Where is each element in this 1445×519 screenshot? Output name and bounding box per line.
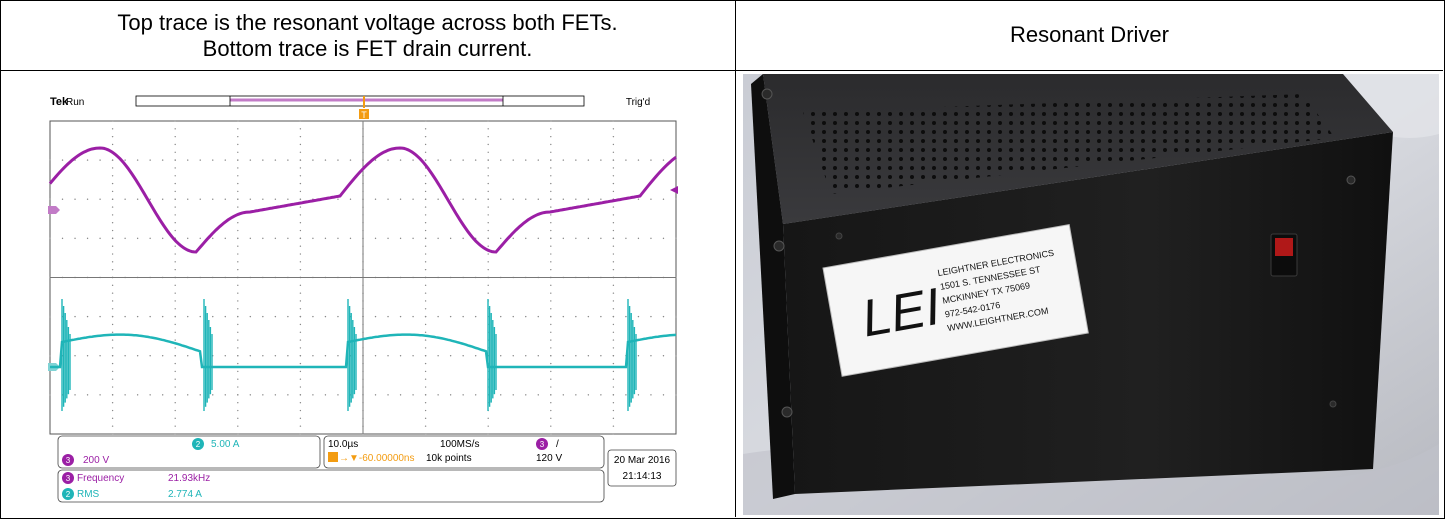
left-caption-line2: Bottom trace is FET drain current. — [202, 36, 533, 61]
ch2-current-trace — [50, 333, 677, 369]
measurement-rms-label: RMS — [77, 489, 100, 500]
svg-text:2: 2 — [66, 490, 71, 499]
sample-rate: 100MS/s — [440, 439, 479, 450]
current-ringing-bursts — [61, 299, 637, 411]
record-length: 10k points — [426, 453, 472, 464]
ch3-scale: 200 V — [83, 455, 109, 466]
box-side — [751, 74, 795, 499]
resonant-driver-photo: LEI LEIGHTNER ELECTRONICS 1501 S. TENNES… — [743, 74, 1439, 515]
right-caption: Resonant Driver — [1010, 22, 1169, 47]
column-divider — [735, 0, 736, 517]
trigger-slope: / — [556, 439, 559, 450]
trigger-marker — [359, 109, 369, 119]
ch3-ground-marker — [48, 206, 60, 214]
manufacturer-label: LEI LEIGHTNER ELECTRONICS 1501 S. TENNES… — [822, 224, 1089, 377]
svg-text:T: T — [361, 110, 367, 120]
svg-text:2: 2 — [196, 440, 201, 449]
scope-run-state: Run — [66, 97, 84, 108]
row-divider — [0, 70, 1443, 71]
oscilloscope-screenshot: Tek Run Trig'd T 2 5.00 A 3 200 V 10.0µs… — [48, 94, 678, 509]
graticule — [49, 120, 677, 435]
timebase: 10.0µs — [328, 439, 358, 450]
channel-scale-panel — [57, 435, 321, 469]
scope-brand: Tek — [50, 96, 69, 108]
svg-text:3: 3 — [540, 440, 545, 449]
label-logo: LEI — [858, 278, 945, 349]
switch-lens — [1275, 238, 1293, 256]
measurement-frequency-value: 21.93kHz — [168, 473, 210, 484]
horizontal-panel — [323, 435, 605, 469]
ch3-voltage-trace — [48, 146, 677, 254]
scope-time: 21:14:13 — [623, 471, 662, 482]
trigger-level: 120 V — [536, 453, 562, 464]
scope-trigger-status: Trig'd — [626, 97, 650, 108]
measurement-panel — [57, 469, 605, 503]
svg-text:3: 3 — [66, 474, 71, 483]
measurement-rms-value: 2.774 A — [168, 489, 202, 500]
datetime-panel — [607, 449, 677, 487]
trigger-level-marker — [670, 186, 678, 194]
scope-date: 20 Mar 2016 — [614, 455, 671, 466]
ch2-scale: 5.00 A — [211, 439, 240, 450]
left-caption: Top trace is the resonant voltage across… — [0, 10, 735, 62]
svg-text:3: 3 — [66, 456, 71, 465]
left-caption-line1: Top trace is the resonant voltage across… — [117, 10, 618, 35]
box-front — [783, 132, 1393, 494]
ventilation-holes — [803, 94, 1335, 194]
measurement-frequency-label: Frequency — [77, 473, 124, 484]
trigger-offset: →▼-60.00000ns — [339, 453, 415, 464]
